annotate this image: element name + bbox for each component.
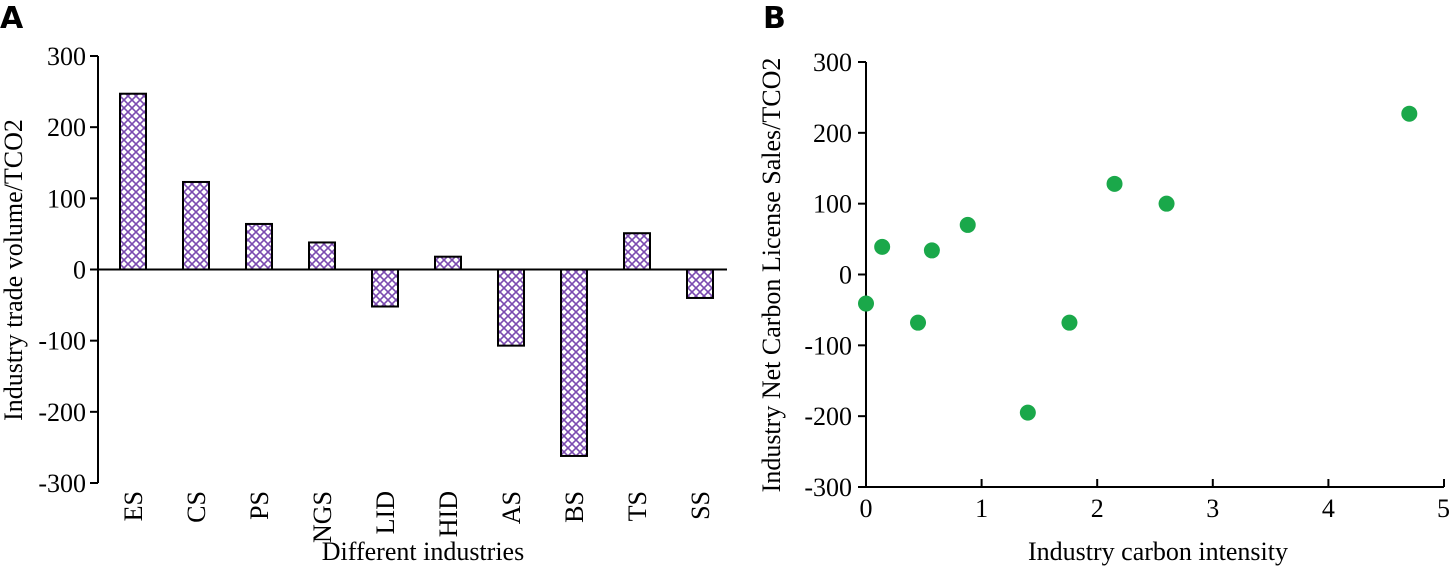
scatter-point xyxy=(923,242,940,259)
bar-ts xyxy=(623,232,651,271)
panel-a-y-ticks: 300 200 100 0 -100 -200 -300 xyxy=(38,42,98,498)
panel-b-points xyxy=(858,105,1418,421)
bar-hid xyxy=(434,255,462,271)
bar-cs xyxy=(182,180,210,271)
panel-a-bars xyxy=(119,92,714,457)
panel-b-y-tick-label: 0 xyxy=(839,261,852,290)
panel-a-y-tick-label: 0 xyxy=(73,256,86,285)
panel-b-x-tick-label: 4 xyxy=(1322,494,1335,523)
panel-a-x-tick-label: SS xyxy=(686,491,715,520)
scatter-point xyxy=(1401,105,1418,122)
panel-a-letter: A xyxy=(0,1,24,36)
panel-b-y-tick-label: -100 xyxy=(804,331,852,360)
panel-a-x-tick-label: PS xyxy=(245,491,274,520)
panel-b-y-tick-label: 100 xyxy=(813,190,852,219)
bar-bs xyxy=(560,268,588,457)
panel-b-y-tick-label: -200 xyxy=(804,402,852,431)
scatter-point xyxy=(1106,175,1123,192)
panel-a-x-axis-title: Different industries xyxy=(322,537,524,566)
panel-b-x-tick-label: 5 xyxy=(1437,494,1450,523)
panel-b-letter: B xyxy=(763,1,786,36)
bar-as xyxy=(497,268,525,347)
scatter-point xyxy=(1061,314,1078,331)
panel-a: A 300 200 100 0 -100 -200 -300 ES CS PS NGS LID HID… xyxy=(0,1,727,566)
scatter-point xyxy=(858,295,874,312)
panel-a-y-tick-label: -100 xyxy=(38,327,86,356)
panel-b-x-tick-label: 2 xyxy=(1091,494,1104,523)
scatter-point xyxy=(1019,404,1036,421)
bar-ngs xyxy=(308,241,336,271)
bar-es xyxy=(119,92,147,271)
panel-a-y-tick-label: 100 xyxy=(47,184,86,213)
panel-a-x-tick-label: HID xyxy=(434,491,463,537)
panel-b-y-ticks: 300 200 100 0 -100 -200 -300 xyxy=(804,48,866,502)
panel-b-x-ticks: 0 1 2 3 4 5 xyxy=(860,479,1450,523)
panel-a-x-tick-label: NGS xyxy=(308,491,337,543)
panel-a-x-tick-label: ES xyxy=(119,491,148,521)
panel-a-y-tick-label: -200 xyxy=(38,398,86,427)
panel-a-x-tick-label: LID xyxy=(371,491,400,534)
scatter-point xyxy=(959,216,976,233)
panel-a-x-tick-label: AS xyxy=(497,491,526,524)
panel-a-x-tick-label: BS xyxy=(560,491,589,523)
bar-ps xyxy=(245,222,273,271)
panel-a-y-tick-label: 200 xyxy=(47,113,86,142)
panel-b-x-tick-label: 3 xyxy=(1206,494,1219,523)
panel-b-y-axis-title: Industry Net Carbon License Sales/TCO2 xyxy=(757,58,786,493)
panel-b-x-axis-title: Industry carbon intensity xyxy=(1028,537,1288,566)
panel-b-y-tick-label: 200 xyxy=(813,119,852,148)
panel-a-x-tick-labels: ES CS PS NGS LID HID AS BS TS SS xyxy=(119,491,715,543)
bar-lid xyxy=(371,268,399,308)
scatter-point xyxy=(910,314,927,331)
scatter-point xyxy=(874,238,891,255)
panel-a-y-axis-title: Industry trade volume/TCO2 xyxy=(0,119,28,421)
panel-b-x-tick-label: 1 xyxy=(975,494,988,523)
panel-a-x-tick-label: CS xyxy=(182,491,211,523)
bar-ss xyxy=(686,268,714,299)
scatter-point xyxy=(1158,195,1175,212)
panel-b-x-tick-label: 0 xyxy=(860,494,873,523)
panel-b-y-tick-label: -300 xyxy=(804,473,852,502)
panel-a-y-tick-label: -300 xyxy=(38,469,86,498)
panel-a-y-tick-label: 300 xyxy=(47,42,86,71)
panel-a-x-tick-label: TS xyxy=(623,491,652,521)
panel-b-y-tick-label: 300 xyxy=(813,48,852,77)
panel-b: B 300 200 100 0 -100 -200 -300 0 1 2 3 4 5 Industry… xyxy=(757,1,1450,566)
